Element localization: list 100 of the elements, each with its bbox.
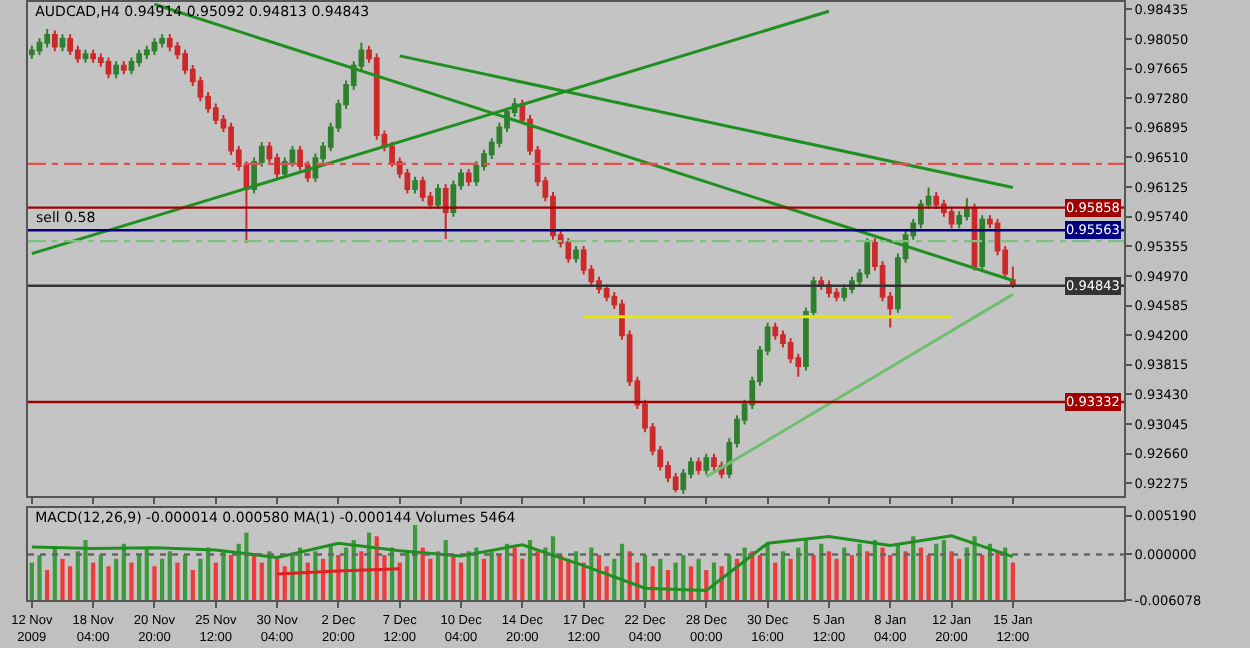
bar xyxy=(443,540,448,600)
candlestick xyxy=(964,197,970,222)
bar xyxy=(957,558,962,600)
candlestick xyxy=(28,44,35,60)
bar xyxy=(221,551,226,600)
bar xyxy=(857,543,862,600)
bar xyxy=(83,540,88,600)
candlestick xyxy=(143,44,150,60)
candlestick xyxy=(603,283,610,303)
candlestick xyxy=(772,321,779,341)
candlestick xyxy=(465,167,472,187)
bar xyxy=(137,555,142,600)
candlestick xyxy=(979,214,986,272)
bar xyxy=(229,555,234,600)
candlestick xyxy=(833,287,840,303)
bar xyxy=(397,562,402,600)
line-series xyxy=(30,534,1015,592)
bar xyxy=(903,551,908,600)
bar xyxy=(849,555,855,600)
candlestick xyxy=(818,275,825,291)
bar xyxy=(489,551,494,600)
bar xyxy=(865,551,870,600)
candlestick xyxy=(159,33,165,49)
bar xyxy=(259,562,264,600)
candlestick xyxy=(933,191,940,210)
bar xyxy=(29,562,34,600)
bar xyxy=(995,551,1000,600)
bar xyxy=(91,562,96,600)
candlestick xyxy=(703,452,710,476)
bar xyxy=(934,543,939,600)
candlestick xyxy=(711,452,717,472)
bar xyxy=(68,566,73,600)
bar xyxy=(114,558,119,600)
bar xyxy=(826,551,832,600)
bar xyxy=(834,558,839,600)
bar xyxy=(972,536,977,600)
bar xyxy=(803,540,809,600)
bar xyxy=(1010,562,1015,600)
bar xyxy=(244,532,249,600)
bar xyxy=(481,558,487,600)
bar xyxy=(213,562,218,600)
bar xyxy=(573,551,579,600)
bar xyxy=(144,547,149,600)
bar xyxy=(451,555,456,600)
bar xyxy=(842,547,847,600)
bar xyxy=(175,562,180,600)
candlestick xyxy=(151,37,158,57)
bar xyxy=(98,555,103,600)
bar xyxy=(949,551,954,600)
bar xyxy=(941,540,946,600)
bar xyxy=(765,543,770,600)
bar xyxy=(535,551,540,600)
bar xyxy=(60,558,65,600)
bar xyxy=(819,543,824,600)
bar xyxy=(37,555,42,600)
bar xyxy=(497,555,502,600)
candlestick xyxy=(166,33,173,53)
candlestick xyxy=(419,175,426,203)
bar xyxy=(160,558,165,600)
bar xyxy=(811,555,816,600)
candlestick xyxy=(442,183,449,240)
candlestick xyxy=(67,33,74,57)
bar xyxy=(129,562,134,600)
bar xyxy=(458,562,464,600)
bar xyxy=(888,555,893,600)
bar xyxy=(788,558,793,600)
bar xyxy=(466,551,471,600)
bar xyxy=(106,566,111,600)
bar xyxy=(757,555,763,600)
bar xyxy=(911,536,916,600)
candlestick xyxy=(565,237,572,264)
candlestick xyxy=(864,237,871,280)
bar xyxy=(918,547,923,600)
bar xyxy=(336,555,341,600)
candlestick xyxy=(573,244,579,264)
candlestick xyxy=(136,48,143,68)
bar xyxy=(152,566,157,600)
bar xyxy=(290,555,295,600)
candlestick xyxy=(105,56,112,80)
candlestick xyxy=(695,456,702,476)
candlestick xyxy=(82,48,89,64)
bar xyxy=(190,570,195,600)
bar xyxy=(773,562,778,600)
bar xyxy=(926,555,931,600)
candlestick xyxy=(51,29,58,53)
candlestick xyxy=(59,33,66,53)
bar xyxy=(359,551,364,600)
candlestick xyxy=(841,283,848,303)
candlestick xyxy=(948,206,955,230)
bar xyxy=(45,570,50,600)
bar xyxy=(527,540,533,600)
bar xyxy=(183,555,188,600)
candlestick xyxy=(44,27,51,49)
bar xyxy=(880,547,885,600)
candlestick xyxy=(90,48,97,64)
bar xyxy=(780,551,786,600)
candlestick xyxy=(120,60,127,76)
bar xyxy=(198,558,203,600)
candlestick xyxy=(36,37,43,57)
bar xyxy=(252,555,257,600)
